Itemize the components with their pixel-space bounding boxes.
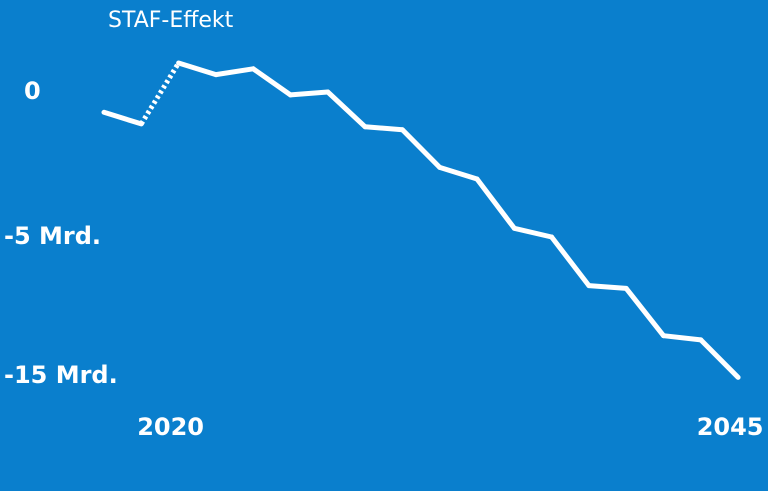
line-segment xyxy=(623,285,666,339)
line-segment xyxy=(325,89,368,130)
line-segment xyxy=(176,60,219,78)
line-segment xyxy=(250,66,293,98)
line-segment xyxy=(511,225,555,240)
line-segment xyxy=(213,66,256,78)
line-segment xyxy=(586,283,629,291)
line-segment xyxy=(288,89,331,98)
line-segment xyxy=(101,109,144,127)
line-segment xyxy=(362,124,405,133)
line-segment xyxy=(399,127,443,170)
line-segment xyxy=(661,333,704,343)
line-segment xyxy=(437,164,480,182)
annotation: STAF-Effekt xyxy=(108,8,234,33)
y-tick-label: -5 Mrd. xyxy=(4,222,101,250)
x-tick-label: 2045 xyxy=(697,413,764,441)
y-tick-label: -15 Mrd. xyxy=(4,361,118,389)
line-segment xyxy=(474,176,517,231)
line-segment xyxy=(549,234,592,289)
x-tick-label: 2020 xyxy=(137,413,204,441)
line-segment xyxy=(698,337,741,380)
y-tick-label: 0 xyxy=(24,77,41,105)
